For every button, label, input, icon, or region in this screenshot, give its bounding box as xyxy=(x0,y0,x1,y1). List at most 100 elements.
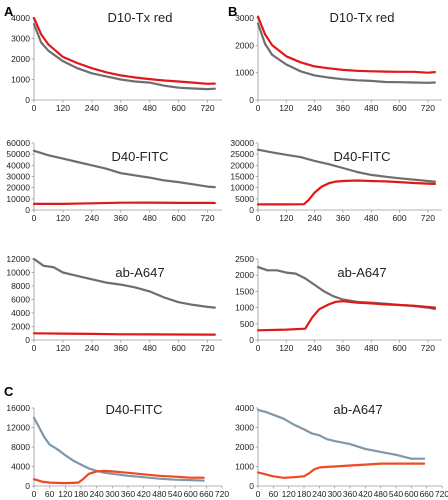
x-tick-label: 60 xyxy=(45,489,55,499)
y-tick-label: 0 xyxy=(25,481,30,491)
chart-a3: ab-A647 0 2000 4000 6000 8000 10000 12000 0 120 24… xyxy=(6,254,222,353)
y-tick-label: 6000 xyxy=(11,295,30,305)
series-gray-line xyxy=(32,257,216,309)
x-tick-label: 0 xyxy=(256,343,261,353)
y-tick-label: 0 xyxy=(249,95,254,105)
y-tick-label: 20000 xyxy=(6,183,30,193)
series-slate-line xyxy=(256,408,426,460)
x-tick-label: 360 xyxy=(336,103,350,113)
x-tick-label: 240 xyxy=(308,103,322,113)
x-tick-label: 720 xyxy=(200,213,214,223)
x-tick-label: 240 xyxy=(85,213,99,223)
x-tick-label: 0 xyxy=(32,343,37,353)
y-tick-label: 10000 xyxy=(6,194,30,204)
y-tick-label: 2000 xyxy=(235,270,254,280)
y-tick-label: 2000 xyxy=(235,442,254,452)
x-tick-label: 660 xyxy=(420,489,434,499)
x-tick-label: 240 xyxy=(312,489,326,499)
x-tick-label: 0 xyxy=(256,213,261,223)
series-gray-line xyxy=(256,22,436,84)
y-tick-label: 500 xyxy=(240,319,254,329)
x-tick-label: 120 xyxy=(58,489,72,499)
x-tick-label: 600 xyxy=(392,343,406,353)
x-tick-label: 600 xyxy=(392,213,406,223)
x-tick-label: 0 xyxy=(32,213,37,223)
x-tick-label: 540 xyxy=(389,489,403,499)
chart-title: D40-FITC xyxy=(105,402,162,417)
chart-title: ab-A647 xyxy=(337,265,386,280)
y-tick-label: 1000 xyxy=(235,462,254,472)
x-tick-label: 720 xyxy=(421,103,435,113)
series-red-line xyxy=(256,179,436,206)
x-tick-label: 240 xyxy=(85,103,99,113)
x-tick-label: 660 xyxy=(199,489,213,499)
x-tick-label: 600 xyxy=(172,103,186,113)
panel-label-c: C xyxy=(4,384,14,399)
y-tick-label: 3000 xyxy=(235,423,254,433)
x-tick-label: 0 xyxy=(256,489,261,499)
x-tick-label: 480 xyxy=(364,213,378,223)
x-tick-label: 420 xyxy=(137,489,151,499)
x-tick-label: 480 xyxy=(143,103,157,113)
x-tick-label: 240 xyxy=(85,343,99,353)
x-tick-label: 720 xyxy=(215,489,229,499)
y-tick-label: 0 xyxy=(249,335,254,345)
series-red-line xyxy=(256,300,436,332)
chart-a1: D10-Tx red 0 1000 2000 3000 4000 0 120 240 360 480… xyxy=(11,10,222,113)
x-tick-label: 600 xyxy=(392,103,406,113)
y-tick-label: 10000 xyxy=(230,183,254,193)
x-tick-label: 720 xyxy=(200,103,214,113)
y-tick-label: 3000 xyxy=(235,13,254,23)
y-tick-label: 50000 xyxy=(6,149,30,159)
x-tick-label: 300 xyxy=(328,489,342,499)
y-tick-label: 12000 xyxy=(6,254,30,264)
y-tick-label: 15000 xyxy=(230,172,254,182)
x-tick-label: 180 xyxy=(297,489,311,499)
x-tick-label: 0 xyxy=(32,489,37,499)
x-tick-label: 0 xyxy=(32,103,37,113)
y-tick-label: 2000 xyxy=(11,322,30,332)
x-tick-label: 480 xyxy=(374,489,388,499)
x-tick-label: 120 xyxy=(56,343,70,353)
y-tick-label: 4000 xyxy=(11,13,30,23)
chart-title: D40-FITC xyxy=(111,149,168,164)
x-tick-label: 600 xyxy=(404,489,418,499)
x-tick-label: 600 xyxy=(172,213,186,223)
series-orange-line xyxy=(32,469,205,485)
y-tick-label: 0 xyxy=(25,335,30,345)
x-tick-label: 300 xyxy=(105,489,119,499)
chart-title: D10-Tx red xyxy=(329,10,394,25)
y-tick-label: 0 xyxy=(249,481,254,491)
y-tick-label: 2000 xyxy=(235,40,254,50)
y-tick-label: 60000 xyxy=(6,138,30,148)
x-tick-label: 720 xyxy=(421,343,435,353)
y-tick-label: 5000 xyxy=(235,194,254,204)
y-tick-label: 2000 xyxy=(11,54,30,64)
y-tick-label: 10000 xyxy=(6,268,30,278)
x-tick-label: 240 xyxy=(90,489,104,499)
y-tick-label: 0 xyxy=(25,95,30,105)
x-tick-label: 480 xyxy=(143,343,157,353)
chart-title: D40-FITC xyxy=(333,149,390,164)
x-tick-label: 360 xyxy=(343,489,357,499)
y-tick-label: 30000 xyxy=(230,138,254,148)
x-tick-label: 600 xyxy=(184,489,198,499)
series-red-line xyxy=(256,15,436,74)
x-tick-label: 120 xyxy=(279,343,293,353)
x-tick-label: 120 xyxy=(279,103,293,113)
y-tick-label: 30000 xyxy=(6,172,30,182)
x-tick-label: 720 xyxy=(435,489,448,499)
y-tick-label: 8000 xyxy=(11,442,30,452)
x-tick-label: 600 xyxy=(172,343,186,353)
x-tick-label: 240 xyxy=(308,343,322,353)
x-tick-label: 540 xyxy=(168,489,182,499)
series-orange-line xyxy=(256,462,426,479)
x-tick-label: 120 xyxy=(56,213,70,223)
x-tick-label: 240 xyxy=(308,213,322,223)
panel-label-a: A xyxy=(4,4,14,19)
x-tick-label: 720 xyxy=(421,213,435,223)
